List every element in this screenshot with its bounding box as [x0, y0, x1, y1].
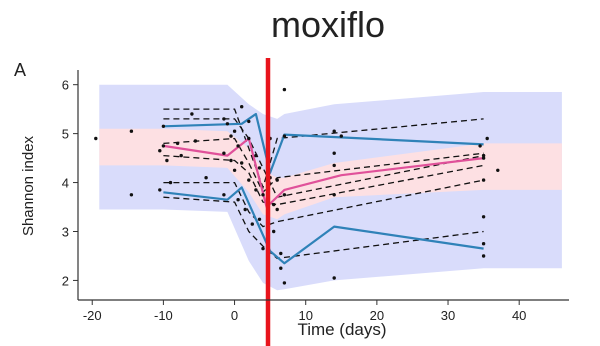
data-point-55 [339, 134, 343, 138]
data-point-2 [129, 129, 134, 133]
data-point-24 [236, 198, 240, 202]
y-tick-label: 5 [62, 127, 69, 142]
x-tick-label: 30 [441, 308, 455, 323]
data-point-62 [481, 254, 486, 258]
individual-line-3 [163, 137, 484, 194]
x-axis-label: Time (days) [297, 320, 386, 339]
data-point-61 [481, 242, 486, 246]
data-point-22 [232, 168, 237, 172]
data-point-59 [481, 178, 486, 182]
data-point-35 [257, 217, 262, 221]
panel-label: A [14, 60, 26, 80]
data-point-52 [332, 163, 336, 168]
data-point-64 [496, 168, 500, 172]
data-point-11 [179, 153, 183, 158]
y-tick-label: 4 [62, 176, 69, 191]
data-point-6 [161, 124, 166, 128]
data-point-33 [254, 188, 258, 192]
data-point-44 [279, 251, 283, 256]
data-point-51 [332, 151, 336, 155]
data-point-26 [240, 161, 244, 165]
y-tick-label: 3 [62, 224, 69, 239]
data-point-42 [275, 178, 279, 182]
y-axis-label: Shannon index [20, 135, 37, 236]
data-point-20 [229, 158, 233, 163]
x-tick-label: 20 [370, 308, 384, 323]
x-tick-label: 0 [231, 308, 238, 323]
inner-quantile-band [99, 128, 562, 220]
data-point-10 [175, 141, 180, 146]
data-point-37 [261, 246, 265, 251]
x-tick-label: -10 [154, 308, 173, 323]
individual-line-4 [163, 154, 484, 206]
x-tick-label: -20 [83, 308, 102, 323]
x-tick-label: 40 [512, 308, 526, 323]
data-point-49 [282, 281, 287, 285]
data-point-31 [250, 222, 254, 226]
data-point-60 [481, 215, 486, 219]
data-point-50 [332, 129, 336, 133]
data-point-29 [247, 136, 251, 141]
data-point-63 [485, 136, 489, 141]
data-point-7 [161, 144, 166, 148]
data-point-34 [257, 166, 262, 170]
data-point-1 [94, 136, 98, 141]
data-point-25 [240, 105, 244, 109]
data-point-4 [158, 149, 162, 153]
data-point-19 [229, 134, 233, 138]
data-point-57 [481, 153, 486, 158]
data-point-43 [275, 207, 279, 212]
data-point-58 [481, 156, 486, 160]
data-point-28 [247, 119, 251, 124]
data-point-15 [222, 117, 226, 121]
data-point-41 [272, 229, 276, 234]
data-point-56 [478, 144, 482, 148]
data-point-5 [158, 188, 162, 192]
axes: -20 -10 0 10 20 30 40 2 3 4 5 6 [62, 78, 527, 323]
plot-area [94, 58, 562, 346]
data-point-36 [261, 193, 265, 197]
data-point-3 [129, 193, 134, 197]
data-point-53 [332, 193, 336, 197]
data-point-21 [232, 129, 237, 133]
data-point-30 [247, 178, 251, 182]
data-point-48 [282, 193, 287, 197]
data-point-23 [236, 144, 240, 148]
data-point-40 [272, 202, 276, 207]
data-point-45 [279, 266, 283, 270]
data-point-14 [204, 176, 208, 180]
individual-line-2 [163, 118, 484, 198]
x-tick-label: 10 [298, 308, 312, 323]
data-point-32 [254, 153, 258, 158]
data-point-27 [243, 207, 247, 212]
data-point-16 [222, 151, 226, 155]
individual-line-6 [163, 196, 484, 260]
y-tick-label: 6 [62, 78, 69, 93]
data-point-46 [282, 87, 287, 92]
data-point-8 [165, 158, 169, 163]
data-point-54 [332, 276, 336, 280]
data-point-18 [225, 122, 230, 126]
data-point-17 [222, 193, 226, 197]
chart-title: moxiflo [271, 4, 385, 45]
data-point-12 [190, 112, 194, 116]
data-point-9 [168, 180, 173, 185]
y-tick-label: 2 [62, 273, 69, 288]
data-point-13 [193, 139, 198, 143]
data-point-47 [282, 134, 287, 138]
